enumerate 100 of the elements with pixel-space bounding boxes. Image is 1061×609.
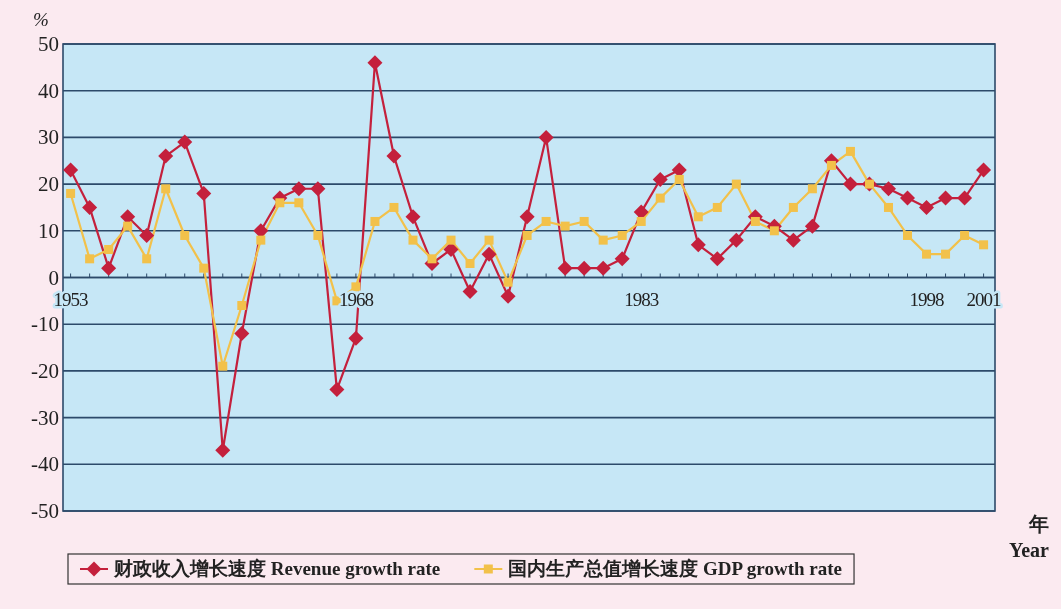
point	[560, 221, 570, 231]
point	[614, 251, 630, 267]
y-axis-title: %	[33, 9, 49, 30]
y-tick-label: -30	[31, 405, 59, 430]
point	[655, 193, 665, 203]
y-tick-label: 0	[48, 265, 59, 290]
point	[427, 254, 437, 264]
point	[538, 129, 554, 145]
point	[900, 190, 916, 206]
point	[788, 202, 798, 212]
point	[66, 188, 76, 198]
point	[957, 190, 973, 206]
point	[503, 277, 513, 287]
point	[180, 230, 190, 240]
x-tick-label: 1983	[624, 288, 659, 310]
point	[386, 148, 402, 164]
y-tick-label: 20	[38, 172, 59, 197]
y-tick-label: -20	[31, 358, 59, 383]
point	[142, 254, 152, 264]
point	[731, 179, 741, 189]
point	[367, 55, 383, 71]
point	[446, 235, 456, 245]
y-tick-label: 10	[38, 218, 59, 243]
point	[883, 202, 893, 212]
point	[919, 199, 935, 215]
y-tick-label: 50	[38, 32, 59, 56]
point	[903, 230, 913, 240]
point	[579, 216, 589, 226]
point	[408, 235, 418, 245]
point	[405, 209, 421, 225]
y-tick-label: 30	[38, 125, 59, 150]
point	[161, 184, 171, 194]
point	[348, 330, 364, 346]
point	[976, 162, 992, 178]
point	[804, 218, 820, 234]
point	[63, 162, 79, 178]
point	[462, 284, 478, 300]
point	[215, 442, 231, 458]
point	[139, 227, 155, 243]
point	[693, 212, 703, 222]
point	[690, 237, 706, 253]
point	[845, 146, 855, 156]
point	[938, 190, 954, 206]
point	[370, 216, 380, 226]
point	[595, 260, 611, 276]
point	[785, 232, 801, 248]
point	[158, 148, 174, 164]
point	[636, 216, 646, 226]
point	[576, 260, 592, 276]
point	[598, 235, 608, 245]
point	[465, 258, 475, 268]
point	[275, 198, 285, 208]
point	[519, 209, 535, 225]
point	[177, 134, 193, 150]
legend-label: 国内生产总值增长速度 GDP growth rate	[508, 558, 843, 579]
point	[85, 254, 95, 264]
point	[826, 160, 836, 170]
point	[652, 171, 668, 187]
point	[979, 240, 989, 250]
point	[807, 184, 817, 194]
point	[922, 249, 932, 259]
point	[294, 198, 304, 208]
point	[481, 246, 497, 262]
point	[842, 176, 858, 192]
point	[291, 181, 307, 197]
point	[769, 226, 779, 236]
point	[709, 251, 725, 267]
point	[196, 185, 212, 201]
point	[101, 260, 117, 276]
x-axis-title: 年 Year	[1009, 513, 1050, 561]
point	[256, 235, 266, 245]
y-tick-label: -50	[31, 499, 59, 523]
point	[617, 230, 627, 240]
point	[557, 260, 573, 276]
point	[674, 174, 684, 184]
point	[234, 326, 250, 342]
point	[880, 181, 896, 197]
y-tick-label: -10	[31, 312, 59, 337]
point	[541, 216, 551, 226]
point	[960, 230, 970, 240]
point	[82, 199, 98, 215]
point	[484, 235, 494, 245]
y-tick-label: 40	[38, 78, 59, 103]
legend-label: 财政收入增长速度 Revenue growth rate	[113, 558, 441, 579]
point	[237, 301, 247, 311]
point	[522, 230, 532, 240]
point	[199, 263, 209, 273]
point	[750, 216, 760, 226]
point	[389, 202, 399, 212]
point	[104, 244, 114, 254]
point	[329, 382, 345, 398]
point	[712, 202, 722, 212]
point	[310, 181, 326, 197]
point	[728, 232, 744, 248]
point	[123, 221, 133, 231]
point	[218, 361, 228, 371]
point	[313, 230, 323, 240]
point	[941, 249, 951, 259]
y-tick-label: -40	[31, 452, 59, 477]
point	[500, 288, 516, 304]
